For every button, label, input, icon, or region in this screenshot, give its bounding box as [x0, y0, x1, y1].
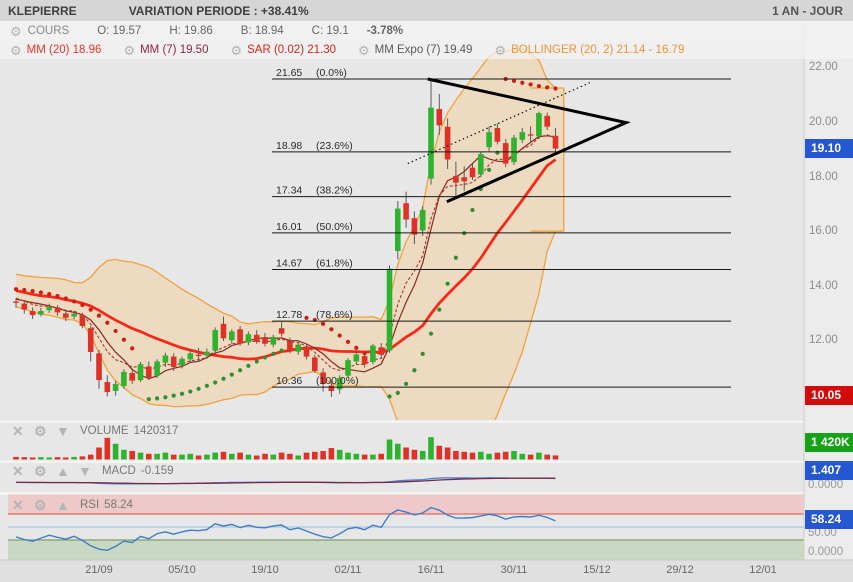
indicator-label-bollinger: BOLLINGER (20, 2) 21.14 - 16.79: [511, 44, 685, 56]
move-up-icon[interactable]: ▲: [56, 497, 70, 513]
timeframe-label: 1 AN - JOUR: [772, 3, 843, 18]
macd-label: MACD: [102, 465, 136, 477]
macd-lines: [15, 477, 556, 485]
date-axis-label: 15/12: [583, 564, 611, 576]
rsi-zero-label: 0.0000: [808, 546, 844, 558]
low-value: B: 18.94: [240, 25, 284, 37]
date-axis-label: 12/01: [749, 564, 777, 576]
trend-annotations[interactable]: [407, 77, 631, 204]
date-axis-label: 30/11: [500, 564, 528, 576]
fib-label: 21.65: [276, 67, 302, 79]
dotted-trendline: [407, 81, 593, 165]
quote-bar: ⚙ COURS O: 19.57 H: 19.86 B: 18.94 C: 19…: [0, 21, 853, 41]
parabolic-sar-dots: [13, 76, 558, 402]
price-tick-label: 16.00: [809, 225, 838, 238]
fib-label: 14.67: [276, 258, 302, 270]
fib-label: 12.78: [276, 309, 302, 321]
gear-icon[interactable]: ⚙: [34, 497, 47, 513]
gear-icon[interactable]: ⚙: [123, 42, 136, 58]
rsi-value: 58.24: [104, 499, 133, 511]
volume-bars: [13, 437, 559, 460]
close-icon[interactable]: ✕: [12, 463, 24, 479]
mm7-line: [15, 135, 556, 380]
gear-icon[interactable]: ⚙: [358, 42, 370, 58]
fibonacci-levels: 21.65 (0.0%) 18.98 (23.6%) 17.34 (38.2%) 16.01…: [272, 67, 731, 388]
fib-pct-label: (38.2%): [316, 185, 353, 197]
change-percent: -3.78%: [366, 25, 404, 37]
move-down-icon[interactable]: ▼: [56, 423, 70, 439]
volume-badge: 1 420K: [805, 433, 853, 452]
date-axis-label: 02/11: [334, 564, 362, 576]
variation-period-label: VARIATION PERIODE : +38.41%: [128, 3, 309, 18]
close-icon[interactable]: ✕: [12, 423, 24, 439]
gear-icon[interactable]: ⚙: [34, 463, 47, 479]
macd-zero-label: 0.0000: [808, 479, 844, 491]
date-axis-label: 19/10: [251, 564, 279, 576]
macd-badge: 1.407: [805, 461, 853, 480]
fib-pct-label: (0.0%): [316, 67, 347, 79]
date-axis-label: 21/09: [85, 564, 113, 576]
indicator-label-mm7: MM (7) 19.50: [140, 44, 209, 56]
price-tick-label: 12.00: [809, 334, 838, 347]
macd-signal-line: [16, 477, 556, 485]
pane-header-volume: ✕ ⚙ ▼ VOLUME 1420317: [12, 424, 178, 438]
quote-label: COURS: [27, 25, 70, 37]
gear-icon[interactable]: ⚙: [230, 42, 243, 58]
price-tick-label: 22.00: [809, 61, 838, 74]
volume-label: VOLUME: [80, 425, 129, 437]
candlesticks: [13, 78, 559, 397]
rsi-mid-label: 50.00: [808, 527, 837, 539]
triangle-pattern: [427, 77, 631, 204]
open-value: O: 19.57: [97, 25, 142, 37]
move-down-icon[interactable]: ▼: [78, 463, 92, 479]
fib-pct-label: (61.8%): [316, 258, 353, 270]
fib-label: 17.34: [276, 185, 302, 197]
price-tick-label: 14.00: [809, 279, 838, 292]
mm-expo-line: [15, 134, 556, 371]
title-bar: KLEPIERRE VARIATION PERIODE : +38.41% 1 …: [0, 0, 853, 21]
fib-label: 10.36: [276, 375, 302, 387]
last-price-badge: 19.10: [805, 139, 853, 159]
indicator-label-sar: SAR (0.02) 21.30: [247, 44, 336, 56]
gear-icon[interactable]: ⚙: [10, 23, 22, 39]
gear-icon[interactable]: ⚙: [34, 423, 47, 439]
fib-pct-label: (23.6%): [316, 140, 353, 152]
gear-icon[interactable]: ⚙: [494, 42, 507, 58]
instrument-name: KLEPIERRE: [8, 3, 77, 18]
high-value: H: 19.86: [169, 25, 213, 37]
indicator-label-mm20: MM (20) 18.96: [26, 44, 102, 56]
move-up-icon[interactable]: ▲: [56, 463, 70, 479]
fib-label: 18.98: [276, 140, 302, 152]
indicator-label-mm-expo: MM Expo (7) 19.49: [374, 44, 473, 56]
period-low-badge: 10.05: [805, 386, 853, 406]
volume-value: 1420317: [133, 425, 179, 437]
rsi-label: RSI: [80, 499, 100, 511]
gear-icon[interactable]: ⚙: [10, 42, 22, 58]
date-axis-label: 05/10: [168, 564, 196, 576]
date-axis-label: 16/11: [417, 564, 445, 576]
fib-pct-label: (78.6%): [316, 309, 353, 321]
main-pane: [13, 47, 565, 420]
mm20-line: [15, 158, 557, 361]
close-icon[interactable]: ✕: [12, 497, 24, 513]
date-axis-label: 29/12: [666, 564, 694, 576]
indicator-bar: ⚙ MM (20) 18.96 ⚙ MM (7) 19.50 ⚙ SAR (0.02) 2…: [0, 41, 853, 59]
close-value: C: 19.1: [311, 25, 349, 37]
rsi-line: [15, 506, 556, 552]
macd-value: -0.159: [140, 465, 174, 477]
pane-header-rsi: ✕ ⚙ ▲ RSI 58.24: [12, 498, 133, 512]
price-tick-label: 20.00: [809, 116, 838, 128]
fib-label: 16.01: [276, 221, 302, 233]
moving-averages: [15, 134, 557, 380]
pane-header-macd: ✕ ⚙ ▲ ▼ MACD -0.159: [12, 464, 173, 478]
price-tick-label: 18.00: [809, 170, 838, 183]
fib-pct-label: (100.0%): [316, 375, 359, 387]
fib-pct-label: (50.0%): [316, 221, 353, 233]
rsi-badge: 58.24: [805, 510, 853, 529]
